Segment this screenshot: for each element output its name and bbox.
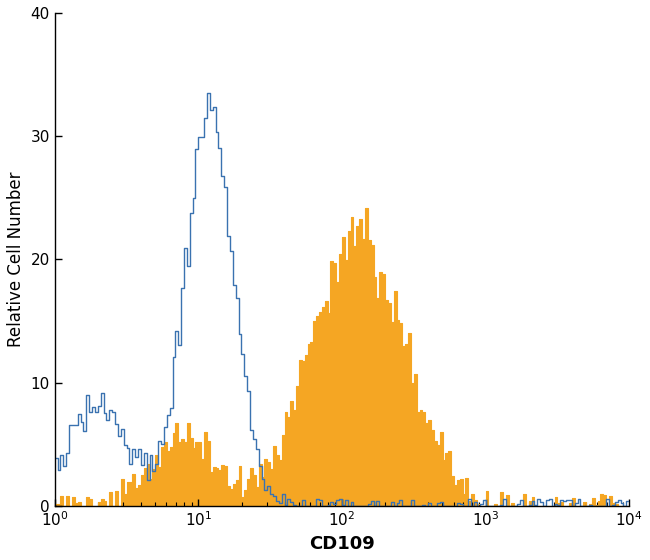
Y-axis label: Relative Cell Number: Relative Cell Number — [7, 172, 25, 347]
X-axis label: CD109: CD109 — [309, 535, 375, 553]
